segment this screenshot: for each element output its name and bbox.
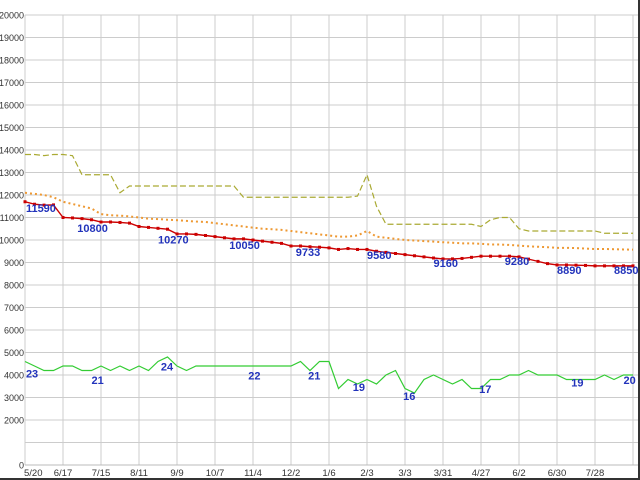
svg-text:19: 19 [571,377,583,389]
svg-text:8/11: 8/11 [130,468,148,479]
svg-text:17: 17 [479,384,491,396]
svg-text:19000: 19000 [0,33,24,43]
svg-text:20000: 20000 [0,11,24,21]
svg-text:22: 22 [248,371,260,383]
svg-text:2/3: 2/3 [360,468,373,479]
svg-text:4000: 4000 [4,371,24,381]
svg-text:2000: 2000 [4,416,24,426]
svg-text:5/20: 5/20 [24,468,43,479]
svg-text:10/7: 10/7 [206,468,225,479]
svg-text:6/17: 6/17 [54,468,73,479]
svg-text:9733: 9733 [296,247,320,259]
svg-text:11000: 11000 [0,213,24,223]
svg-text:9580: 9580 [367,250,391,262]
svg-text:19: 19 [353,382,365,394]
svg-text:6000: 6000 [4,326,24,336]
svg-text:9000: 9000 [4,258,24,268]
svg-text:3000: 3000 [4,393,24,403]
svg-text:13000: 13000 [0,168,24,178]
svg-text:14000: 14000 [0,146,24,156]
svg-text:3/3: 3/3 [398,468,411,479]
svg-text:7/28: 7/28 [586,468,605,479]
svg-text:21: 21 [308,371,320,383]
svg-text:5000: 5000 [4,348,24,358]
svg-text:17000: 17000 [0,78,24,88]
svg-text:18000: 18000 [0,56,24,66]
svg-text:12000: 12000 [0,191,24,201]
svg-text:10050: 10050 [229,240,260,252]
svg-text:12/2: 12/2 [282,468,301,479]
svg-text:16: 16 [403,391,415,403]
svg-text:0: 0 [19,461,24,471]
svg-text:16000: 16000 [0,101,24,111]
svg-text:4/27: 4/27 [472,468,491,479]
svg-text:10800: 10800 [77,223,108,235]
svg-text:23: 23 [26,368,38,380]
svg-text:20: 20 [624,375,636,387]
svg-text:10270: 10270 [158,234,189,246]
svg-text:10000: 10000 [0,236,24,246]
svg-text:6/30: 6/30 [548,468,567,479]
svg-text:11/4: 11/4 [244,468,262,479]
svg-text:21: 21 [92,375,104,387]
svg-text:1/6: 1/6 [322,468,335,479]
svg-text:24: 24 [161,362,174,374]
svg-text:6/2: 6/2 [512,468,525,479]
svg-text:9280: 9280 [505,256,529,268]
svg-text:7/15: 7/15 [92,468,111,479]
svg-text:8000: 8000 [4,281,24,291]
svg-text:8850: 8850 [614,265,638,277]
svg-text:15000: 15000 [0,123,24,133]
svg-text:8890: 8890 [557,265,581,277]
svg-text:11590: 11590 [26,203,56,215]
svg-text:3/31: 3/31 [434,468,453,479]
svg-text:7000: 7000 [4,303,24,313]
svg-text:9160: 9160 [434,258,458,270]
svg-text:9/9: 9/9 [170,468,183,479]
